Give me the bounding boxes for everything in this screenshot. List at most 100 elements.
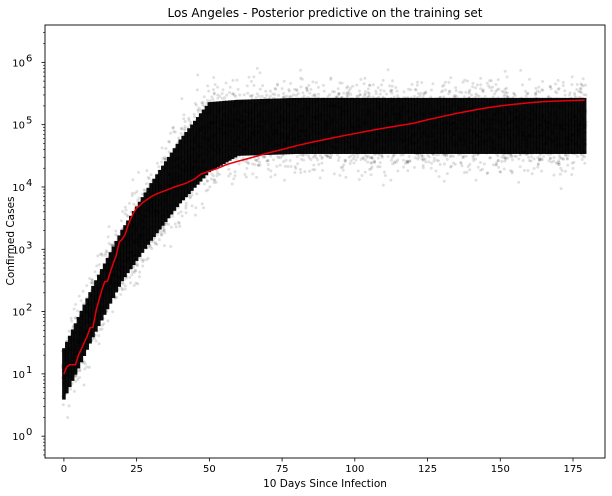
sample-point <box>133 191 137 195</box>
sample-point <box>169 225 173 229</box>
sample-point <box>76 364 80 368</box>
sample-point <box>79 334 83 338</box>
sample-point <box>96 284 100 288</box>
sample-point <box>90 310 94 314</box>
sample-column <box>119 209 125 292</box>
sample-point <box>316 85 320 89</box>
sample-point <box>228 91 232 95</box>
sample-point <box>85 298 89 302</box>
sample-point <box>395 89 399 93</box>
sample-point <box>142 237 146 241</box>
sample-point <box>116 259 120 263</box>
sample-point <box>412 94 416 98</box>
sample-point <box>279 123 283 127</box>
sample-point <box>195 192 199 196</box>
sample-point <box>151 225 155 229</box>
sample-point <box>442 97 446 101</box>
sample-point <box>314 107 318 111</box>
sample-point <box>270 140 274 144</box>
sample-point <box>84 310 88 314</box>
sample-point <box>390 91 394 95</box>
sample-point <box>343 130 347 134</box>
sample-point <box>392 121 396 125</box>
sample-point <box>462 116 466 120</box>
sample-point <box>410 125 414 129</box>
sample-point <box>123 237 127 241</box>
sample-point <box>352 137 356 141</box>
sample-point <box>116 287 120 291</box>
sample-point <box>245 104 249 108</box>
sample-point <box>106 282 110 286</box>
sample-point <box>102 290 106 294</box>
sample-point <box>251 172 255 176</box>
sample-point <box>445 154 449 158</box>
sample-point <box>116 267 120 271</box>
sample-point <box>76 316 80 320</box>
sample-point <box>394 86 398 90</box>
sample-point <box>154 184 158 188</box>
sample-point <box>189 155 193 159</box>
sample-point <box>371 83 375 87</box>
sample-point <box>218 135 222 139</box>
sample-point <box>208 99 212 103</box>
sample-point <box>460 142 464 146</box>
sample-point <box>87 314 91 318</box>
sample-point <box>278 163 282 167</box>
sample-point <box>65 340 69 344</box>
sample-point <box>172 209 176 213</box>
sample-point <box>120 251 124 255</box>
sample-point <box>142 192 146 196</box>
sample-point <box>242 93 246 97</box>
sample-point <box>427 108 431 112</box>
sample-point <box>252 75 256 79</box>
sample-point <box>266 163 270 167</box>
sample-point <box>78 315 82 319</box>
sample-point <box>96 254 100 258</box>
sample-point <box>62 358 66 362</box>
sample-point <box>88 277 92 281</box>
sample-point <box>88 319 92 323</box>
sample-point <box>115 295 119 299</box>
sample-point <box>438 163 442 167</box>
sample-point <box>96 322 100 326</box>
sample-point <box>364 101 368 105</box>
sample-point <box>341 165 345 169</box>
sample-point <box>79 359 83 363</box>
sample-point <box>355 83 359 87</box>
sample-point <box>68 387 72 391</box>
sample-point <box>119 257 123 261</box>
sample-point <box>311 80 315 84</box>
sample-point <box>199 179 203 183</box>
sample-point <box>72 307 76 311</box>
sample-point <box>70 369 74 373</box>
sample-point <box>380 83 384 87</box>
sample-point <box>318 176 322 180</box>
sample-point <box>114 274 118 278</box>
sample-point <box>363 158 367 162</box>
sample-point <box>215 114 219 118</box>
sample-point <box>79 330 83 334</box>
sample-point <box>479 129 483 133</box>
sample-point <box>232 123 236 127</box>
sample-point <box>96 287 100 291</box>
sample-point <box>220 92 224 96</box>
sample-point <box>79 325 83 329</box>
sample-point <box>210 129 214 133</box>
sample-point <box>111 245 115 249</box>
sample-point <box>110 291 114 295</box>
sample-point <box>180 173 184 177</box>
sample-point <box>230 131 234 135</box>
sample-point <box>361 151 365 155</box>
sample-point <box>77 294 81 298</box>
sample-column <box>113 229 120 300</box>
sample-point <box>423 97 427 101</box>
sample-point <box>77 334 81 338</box>
sample-point <box>79 326 83 330</box>
sample-point <box>464 90 468 94</box>
sample-point <box>66 374 70 378</box>
sample-point <box>302 120 306 124</box>
sample-point <box>178 177 182 181</box>
sample-point <box>87 341 91 345</box>
sample-point <box>99 305 103 309</box>
